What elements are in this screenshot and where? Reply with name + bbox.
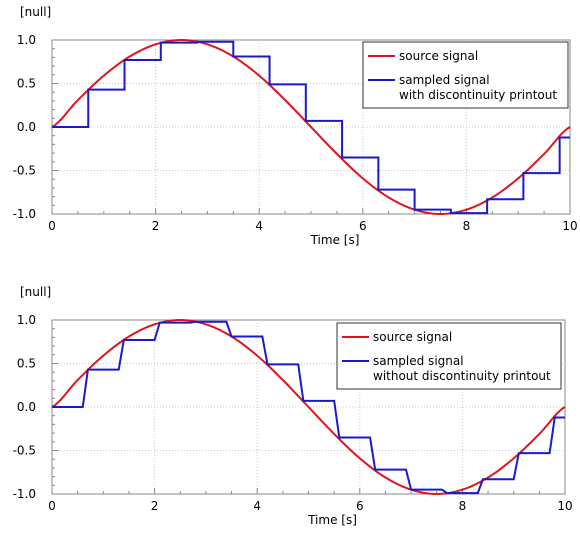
y-tick-label: 0.5: [17, 357, 36, 371]
series-line-2: [52, 40, 570, 215]
y-tick-label: -1.0: [13, 207, 36, 221]
y-tick-label: 1.0: [17, 313, 36, 327]
y-tick-label: 0.0: [17, 400, 36, 414]
x-tick-label: 10: [557, 499, 572, 513]
x-tick-label: 8: [459, 499, 467, 513]
y-axis-label: [null]: [20, 5, 51, 19]
legend-box: [362, 41, 569, 109]
x-tick-label: 2: [152, 219, 160, 233]
x-tick-label: 2: [151, 499, 159, 513]
y-tick-label: 0.5: [17, 77, 36, 91]
x-tick-label: 6: [356, 499, 364, 513]
series-line-1: [51, 318, 566, 496]
y-axis-label: [null]: [20, 285, 51, 299]
series-line-2: [52, 320, 565, 495]
y-tick-label: -1.0: [13, 487, 36, 501]
x-tick-label: 6: [359, 219, 367, 233]
y-tick-label: 1.0: [17, 33, 36, 47]
x-tick-label: 0: [48, 499, 56, 513]
x-tick-label: 4: [253, 499, 261, 513]
x-tick-label: 0: [48, 219, 56, 233]
x-tick-label: 4: [255, 219, 263, 233]
x-axis-label: Time [s]: [307, 513, 357, 527]
legend-box: [336, 322, 562, 390]
y-tick-label: -0.5: [13, 444, 36, 458]
legend: source signal sampled signal without disco…: [336, 322, 562, 390]
legend-entry: source signal: [373, 330, 452, 344]
x-tick-label: 8: [463, 219, 471, 233]
y-tick-label: 0.0: [17, 120, 36, 134]
chart-2: 0 2 4 6 8 10 1.0 0.5 0.0 -0.5 -1.0 [null] Time [s] so…: [13, 285, 573, 527]
chart-1: 0 2 4 6 8 10 1.0 0.5 0.0 -0.5 -1.0 [null] Time [s] so…: [13, 5, 578, 247]
legend-entry: source signal: [399, 49, 478, 63]
x-axis-label: Time [s]: [310, 233, 360, 247]
legend-entry: sampled signal with discontinuity printou…: [399, 73, 557, 102]
series-line-1: [51, 38, 571, 216]
legend: source signal sampled signal with disconti…: [362, 41, 569, 109]
x-tick-label: 10: [562, 219, 577, 233]
legend-entry: sampled signal without discontinuity prin…: [373, 354, 551, 383]
y-tick-label: -0.5: [13, 164, 36, 178]
